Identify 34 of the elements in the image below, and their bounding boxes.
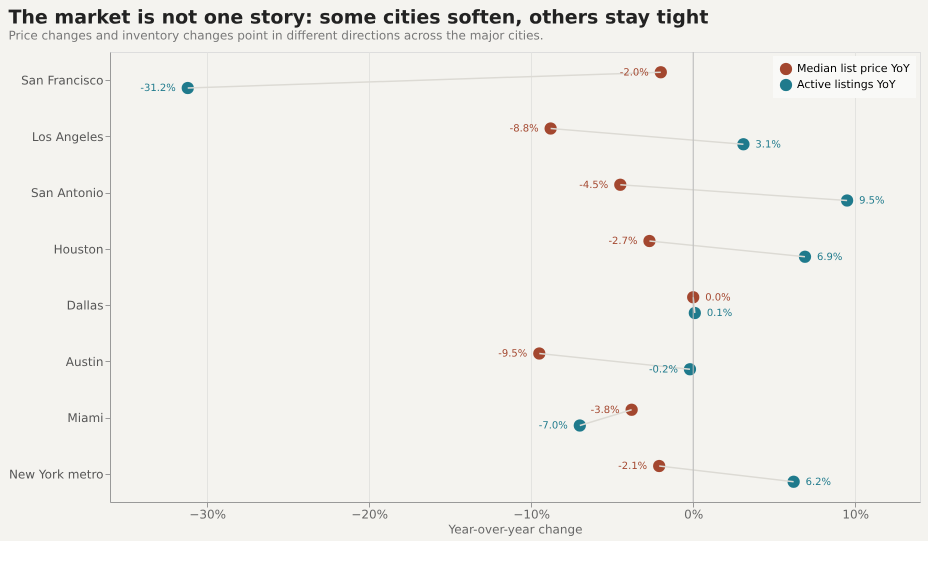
chart-subtitle: Price changes and inventory changes point in different directions across the major cities. — [8, 28, 544, 42]
x-tick-label: 10% — [842, 508, 870, 522]
data-label: -2.0% — [620, 67, 649, 78]
data-label: -2.1% — [618, 461, 648, 472]
data-label: -31.2% — [140, 83, 176, 94]
data-label: 3.1% — [755, 139, 781, 150]
data-label: 6.9% — [816, 252, 842, 263]
legend-label: Active listings YoY — [797, 78, 896, 91]
chart-title: The market is not one story: some cities soften, others stay tight — [8, 6, 708, 28]
data-label: -4.5% — [579, 180, 608, 191]
y-tick-label: Miami — [67, 411, 104, 426]
y-tick-label: Los Angeles — [32, 130, 104, 144]
data-label: 0.1% — [706, 308, 732, 319]
data-label: -9.5% — [498, 348, 528, 360]
y-tick-label: San Francisco — [21, 74, 104, 88]
legend-label: Median list price YoY — [797, 62, 910, 75]
data-label: -8.8% — [510, 124, 539, 134]
y-tick-label: San Antonio — [30, 186, 104, 200]
y-tick-label: Austin — [66, 354, 104, 369]
y-tick-label: New York metro — [8, 467, 104, 482]
data-label: -0.2% — [648, 364, 678, 376]
y-tick-label: Houston — [54, 242, 104, 256]
x-axis-title: Year-over-year change — [447, 522, 583, 536]
data-label: -2.7% — [608, 236, 638, 247]
x-tick-label: −30% — [189, 508, 226, 522]
data-label: 0.0% — [705, 292, 731, 304]
x-tick-label: −20% — [351, 508, 388, 522]
data-label: 6.2% — [806, 476, 832, 488]
x-tick-label: 0% — [684, 508, 704, 522]
y-tick-label: Dallas — [66, 298, 104, 313]
data-label: -3.8% — [590, 404, 620, 416]
data-label: 9.5% — [859, 196, 885, 206]
data-label: -7.0% — [538, 420, 568, 432]
x-tick-label: −10% — [513, 508, 550, 522]
